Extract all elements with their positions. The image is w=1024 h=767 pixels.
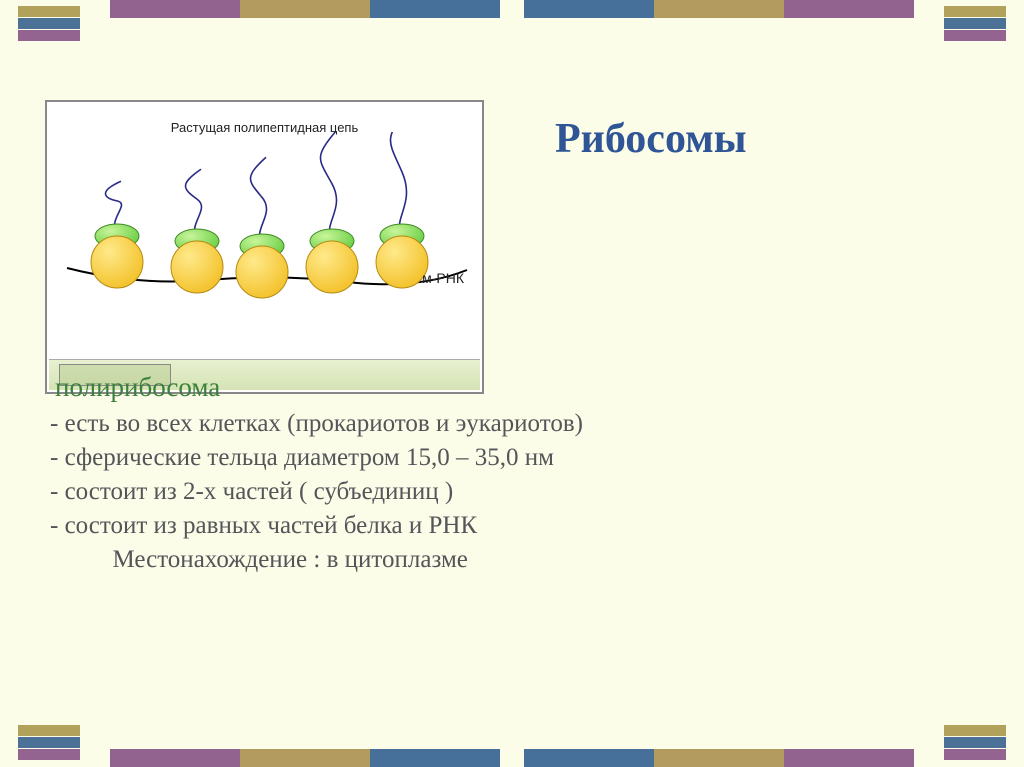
ribosome-diagram: Растущая полипептидная цепь м-РНК xyxy=(45,100,484,394)
top-stripes xyxy=(0,0,1024,18)
corner-box-tl xyxy=(18,6,80,42)
stripe xyxy=(654,0,784,18)
bullet-item: - состоит из равных частей белка и РНК xyxy=(50,512,964,540)
page-title: Рибосомы xyxy=(555,115,747,163)
bullet-list: - есть во всех клетках (прокариотов и эу… xyxy=(50,410,964,580)
corner-box-tr xyxy=(944,6,1006,42)
stripe xyxy=(110,0,240,18)
stripe xyxy=(784,0,914,18)
stripe xyxy=(370,749,500,767)
corner-box-bl xyxy=(18,725,80,761)
bullet-item: Местонахождение : в цитоплазме xyxy=(50,546,964,574)
stripe xyxy=(240,749,370,767)
stripe-group-left xyxy=(110,749,500,767)
stripe xyxy=(784,749,914,767)
bullet-item: - состоит из 2-х частей ( субъединиц ) xyxy=(50,478,964,506)
bottom-stripes xyxy=(0,749,1024,767)
bullet-item: - есть во всех клетках (прокариотов и эу… xyxy=(50,410,964,438)
stripe xyxy=(654,749,784,767)
stripe xyxy=(524,749,654,767)
polyribosome-label: полирибосома xyxy=(55,372,220,403)
stripe-group-right xyxy=(524,0,914,18)
stripe xyxy=(524,0,654,18)
mrna-label: м-РНК xyxy=(422,270,464,286)
stripe-group-right xyxy=(524,749,914,767)
stripe xyxy=(240,0,370,18)
corner-box-br xyxy=(944,725,1006,761)
stripe-group-left xyxy=(110,0,500,18)
slide: Рибосомы Растущая полипептидная цепь м-Р… xyxy=(0,0,1024,767)
diagram-svg xyxy=(47,132,482,392)
stripe xyxy=(370,0,500,18)
bullet-item: - сферические тельца диаметром 15,0 – 35… xyxy=(50,444,964,472)
stripe xyxy=(110,749,240,767)
